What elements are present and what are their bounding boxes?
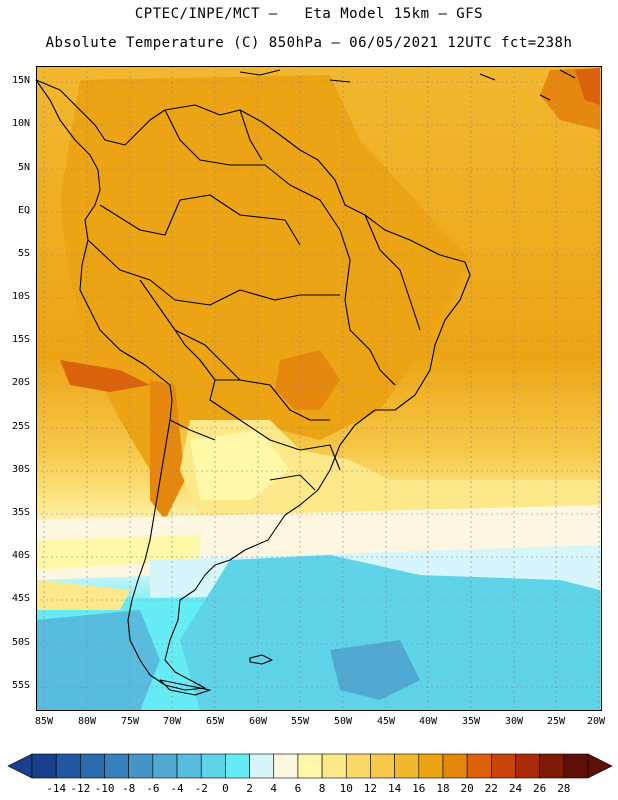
longitude-label: 80W	[77, 716, 97, 727]
longitude-label: 45W	[376, 716, 396, 727]
colorbar-swatch	[370, 753, 395, 779]
colorbar-label: 22	[484, 782, 498, 795]
colorbar-label: 12	[363, 782, 378, 795]
longitude-label: 40W	[418, 716, 438, 727]
longitude-label: 85W	[34, 716, 54, 727]
colorbar-swatch	[345, 753, 371, 779]
colorbar-label: -8	[122, 782, 136, 795]
colorbar-swatch	[442, 753, 468, 779]
colorbar-swatch	[128, 753, 154, 779]
colorbar-label: 24	[508, 782, 523, 795]
latitude-label: 50S	[11, 637, 30, 648]
latitude-label: 15N	[11, 75, 30, 86]
colorbar-label: 4	[270, 782, 278, 795]
latitude-label: 45S	[11, 593, 30, 604]
colorbar-extend-high	[587, 753, 613, 779]
latitude-label: 5N	[17, 162, 30, 173]
colorbar-swatch	[200, 753, 226, 779]
colorbar-swatch	[176, 753, 202, 779]
graticule	[36, 66, 602, 711]
latitude-label: 10S	[11, 291, 30, 302]
latitude-label: 25S	[11, 421, 30, 432]
colorbar-swatch	[515, 753, 540, 779]
colorbar-swatch	[80, 753, 105, 779]
colorbar-label: -14	[46, 782, 67, 795]
title-line-1: CPTEC/INPE/MCT – Eta Model 15km – GFS	[134, 6, 484, 22]
colorbar-swatch	[31, 753, 57, 779]
colorbar-label: 6	[294, 782, 302, 795]
colorbar-extend-low	[7, 753, 33, 779]
colorbar-label: 16	[412, 782, 426, 795]
colorbar-label: 20	[460, 782, 474, 795]
latitude-label: 15S	[11, 334, 30, 345]
longitude-label: 70W	[162, 716, 182, 727]
colorbar-swatch	[152, 753, 178, 779]
longitude-label: 50W	[333, 716, 353, 727]
colorbar-swatch	[55, 753, 81, 779]
colorbar-label: -4	[170, 782, 184, 795]
latitude-label: 30S	[11, 464, 30, 475]
latitude-label: EQ	[17, 205, 30, 216]
temperature-field	[36, 66, 602, 711]
colorbar-swatch	[273, 753, 299, 779]
latitude-label: 20S	[11, 377, 30, 388]
colorbar-swatch	[394, 753, 420, 779]
map-frame	[36, 66, 602, 711]
longitude-label: 30W	[504, 716, 524, 727]
colorbar-label: 18	[436, 782, 450, 795]
colorbar-swatch	[563, 753, 589, 779]
colorbar-label: 8	[318, 782, 326, 795]
latitude-label: 5S	[17, 248, 30, 259]
colorbar-label: -10	[94, 782, 115, 795]
colorbar-swatch	[539, 753, 565, 779]
longitude-label: 65W	[205, 716, 225, 727]
colorbar-swatch	[491, 753, 516, 779]
title-line-2: Absolute Temperature (C) 850hPa – 06/05/…	[45, 35, 573, 51]
longitude-label: 75W	[120, 716, 140, 727]
colorbar-swatch	[418, 753, 444, 779]
colorbar-label: 10	[339, 782, 353, 795]
colorbar-label: -12	[70, 782, 91, 795]
colorbar-swatch	[297, 753, 323, 779]
colorbar-label: 28	[557, 782, 571, 795]
longitude-label: 25W	[546, 716, 566, 727]
longitude-label: 55W	[290, 716, 310, 727]
colorbar-label: -2	[194, 782, 208, 795]
colorbar-swatch	[104, 753, 129, 779]
longitude-label: 20W	[586, 716, 606, 727]
colorbar-swatch	[225, 753, 250, 779]
colorbar-label: 0	[222, 782, 229, 795]
latitude-label: 40S	[11, 550, 30, 561]
latitude-label: 35S	[11, 507, 30, 518]
latitude-label: 55S	[11, 680, 30, 691]
colorbar-label: -6	[146, 782, 160, 795]
colorbar-label: 2	[246, 782, 253, 795]
colorbar-label: 14	[387, 782, 402, 795]
colorbar-swatch	[249, 753, 275, 779]
colorbar-swatch	[321, 753, 347, 779]
longitude-label: 60W	[248, 716, 268, 727]
colorbar-swatch	[466, 753, 492, 779]
longitude-label: 35W	[461, 716, 481, 727]
coastlines	[35, 69, 576, 696]
colorbar-label: 26	[533, 782, 547, 795]
latitude-label: 10N	[11, 118, 30, 129]
colorbar	[7, 753, 613, 779]
